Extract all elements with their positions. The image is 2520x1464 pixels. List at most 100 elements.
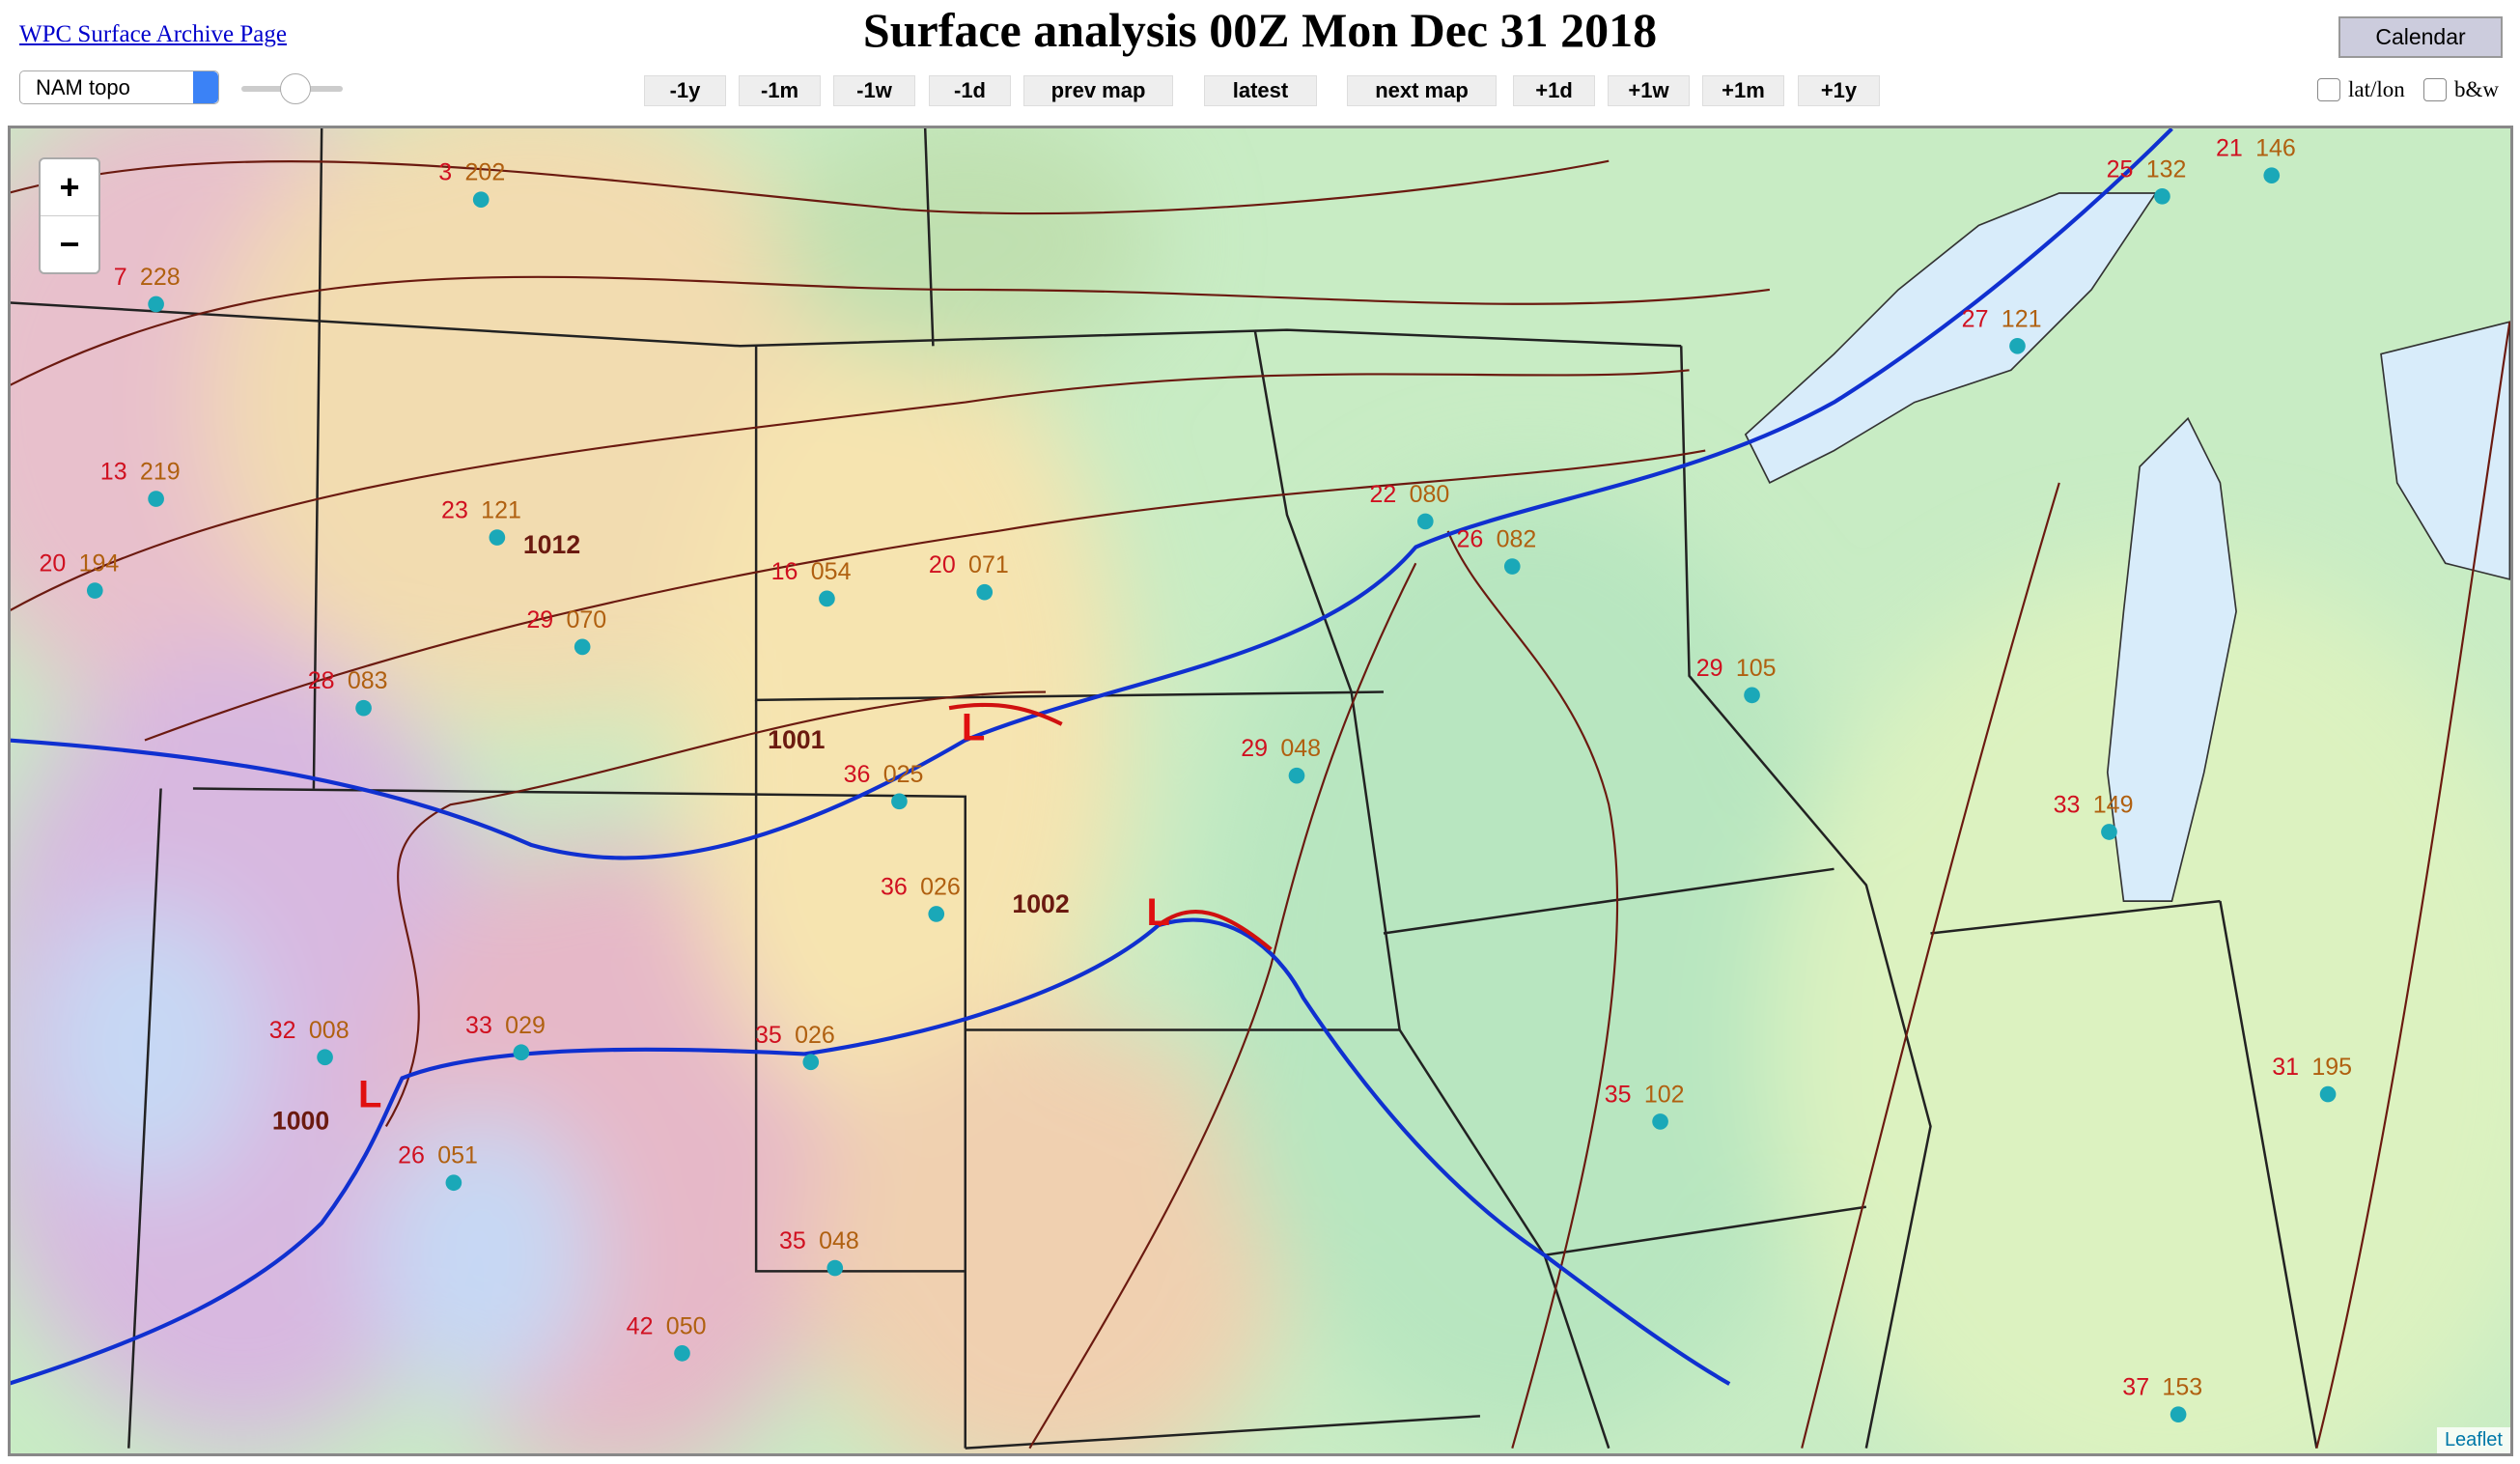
station-pressure: 149 bbox=[2093, 791, 2134, 818]
station-pressure: 132 bbox=[2146, 155, 2187, 183]
station-pressure: 080 bbox=[1410, 481, 1450, 508]
station-pressure: 202 bbox=[465, 159, 506, 186]
station-temp: 29 bbox=[1241, 735, 1268, 762]
station-pressure: 228 bbox=[140, 264, 181, 291]
station-temp: 29 bbox=[1696, 655, 1723, 682]
station bbox=[355, 699, 372, 717]
station-temp: 31 bbox=[2272, 1054, 2299, 1081]
station bbox=[802, 1054, 820, 1071]
checkbox[interactable] bbox=[2423, 78, 2447, 101]
isobar-label: 1012 bbox=[523, 530, 580, 559]
station-pressure: 102 bbox=[1644, 1081, 1685, 1108]
station-pressure: 105 bbox=[1736, 655, 1777, 682]
checkbox-label: lat/lon bbox=[2348, 77, 2405, 101]
station-temp: 35 bbox=[1605, 1081, 1632, 1108]
station-pressure: 219 bbox=[140, 459, 181, 486]
station-temp: 25 bbox=[2107, 155, 2134, 183]
station-pressure: 048 bbox=[819, 1227, 859, 1254]
checkbox[interactable] bbox=[2317, 78, 2340, 101]
station-pressure: 146 bbox=[2255, 135, 2296, 162]
station-temp: 29 bbox=[526, 606, 553, 633]
station bbox=[2101, 824, 2117, 840]
station-pressure: 121 bbox=[2002, 305, 2042, 332]
station bbox=[1288, 767, 1305, 784]
station-pressure: 008 bbox=[309, 1017, 350, 1044]
checkbox-label: b&w bbox=[2454, 77, 2499, 101]
nav-button[interactable]: -1m bbox=[739, 75, 821, 106]
select-arrow bbox=[193, 71, 218, 103]
zoom-out[interactable]: − bbox=[59, 224, 80, 264]
opacity-slider[interactable] bbox=[241, 73, 343, 104]
nav-button[interactable]: +1y bbox=[1798, 75, 1880, 106]
station-pressure: 050 bbox=[666, 1312, 707, 1339]
station-pressure: 051 bbox=[437, 1142, 478, 1169]
nav-button[interactable]: +1w bbox=[1608, 75, 1690, 106]
slider-knob[interactable] bbox=[280, 73, 311, 104]
station bbox=[574, 638, 591, 656]
fronts bbox=[11, 128, 2173, 1386]
zoom-control: + − bbox=[39, 157, 100, 274]
station bbox=[2154, 187, 2170, 205]
isobar-label: 1001 bbox=[768, 725, 825, 754]
zoom-in[interactable]: + bbox=[41, 159, 98, 216]
station-temp: 37 bbox=[2122, 1374, 2149, 1401]
station-temp: 16 bbox=[771, 558, 798, 585]
station bbox=[674, 1345, 690, 1362]
nav-button[interactable]: -1y bbox=[644, 75, 726, 106]
station bbox=[489, 529, 506, 546]
nav-button[interactable]: +1m bbox=[1702, 75, 1784, 106]
nav-button[interactable]: prev map bbox=[1023, 75, 1173, 106]
station bbox=[1416, 513, 1434, 530]
station-temp: 26 bbox=[398, 1142, 425, 1169]
station bbox=[2009, 337, 2026, 354]
station-temp: 23 bbox=[441, 497, 468, 524]
nav-button[interactable]: -1d bbox=[929, 75, 1011, 106]
station-pressure: 082 bbox=[1497, 526, 1537, 553]
station-temp: 20 bbox=[40, 550, 67, 577]
station-temp: 13 bbox=[100, 459, 127, 486]
station-pressure: 026 bbox=[795, 1022, 835, 1049]
terrain bbox=[11, 128, 2510, 1453]
attribution[interactable]: Leaflet bbox=[2436, 1427, 2510, 1453]
station bbox=[2263, 167, 2281, 183]
station bbox=[472, 191, 490, 208]
low-center: L bbox=[962, 707, 985, 749]
latlon-checkbox[interactable]: lat/lon bbox=[2317, 77, 2405, 102]
isobar-lines bbox=[11, 159, 2510, 1450]
station bbox=[891, 793, 908, 810]
station bbox=[1503, 558, 1521, 575]
station-pressure: 025 bbox=[883, 761, 924, 788]
nav-button[interactable]: next map bbox=[1347, 75, 1497, 106]
bw-checkbox[interactable]: b&w bbox=[2423, 77, 2499, 102]
station bbox=[445, 1174, 462, 1192]
isobar-label: 1002 bbox=[1012, 889, 1069, 918]
station bbox=[928, 906, 945, 922]
station bbox=[976, 583, 994, 601]
station-pressure: 083 bbox=[348, 667, 388, 694]
nav-button[interactable]: -1w bbox=[833, 75, 915, 106]
map[interactable]: L L L 1001 1002 1000 1012 3 202 7 228 13 219 20 194 23 1… bbox=[8, 126, 2513, 1456]
page-title: Surface analysis 00Z Mon Dec 31 2018 bbox=[862, 3, 1658, 57]
map-select[interactable]: NAM topo bbox=[19, 70, 219, 104]
station-temp: 21 bbox=[2216, 135, 2243, 162]
station-temp: 33 bbox=[465, 1012, 492, 1039]
archive-link[interactable]: WPC Surface Archive Page bbox=[19, 21, 288, 47]
station-temp: 32 bbox=[269, 1017, 296, 1044]
lakes bbox=[1744, 192, 2510, 902]
nav-button[interactable]: latest bbox=[1204, 75, 1317, 106]
station-temp: 3 bbox=[438, 159, 452, 186]
station bbox=[2170, 1406, 2187, 1423]
station bbox=[1652, 1113, 1668, 1130]
station-pressure: 071 bbox=[968, 551, 1009, 578]
station-temp: 22 bbox=[1370, 481, 1397, 508]
calendar-button[interactable]: Calendar bbox=[2338, 16, 2503, 58]
station-pressure: 054 bbox=[811, 558, 852, 585]
station-temp: 27 bbox=[1962, 305, 1989, 332]
station bbox=[148, 491, 164, 507]
low-center: L bbox=[1146, 891, 1169, 934]
nav-button[interactable]: +1d bbox=[1513, 75, 1595, 106]
station-pressure: 153 bbox=[2162, 1374, 2202, 1401]
station-pressure: 070 bbox=[567, 606, 607, 633]
station bbox=[513, 1044, 530, 1061]
